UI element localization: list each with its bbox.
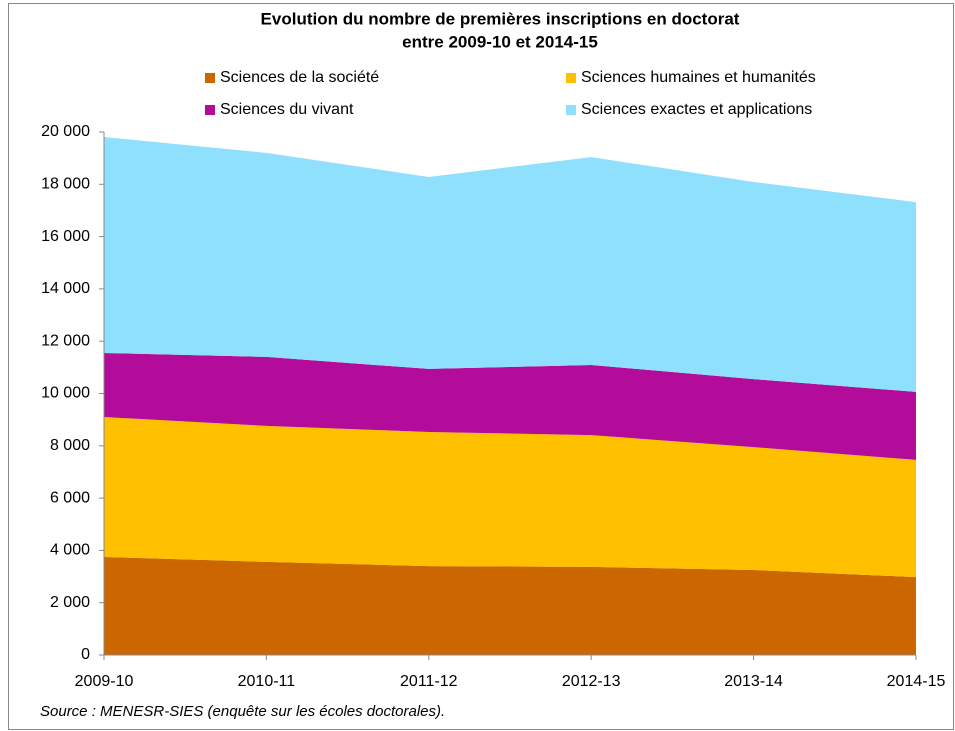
source-note: Source : MENESR-SIES (enquête sur les éc… bbox=[40, 703, 445, 720]
chart-title: Evolution du nombre de premières inscrip… bbox=[261, 9, 740, 28]
y-tick-label: 14 000 bbox=[41, 280, 90, 297]
x-tick-label: 2014-15 bbox=[887, 673, 946, 690]
legend-swatch bbox=[566, 105, 576, 115]
x-tick-label: 2011-12 bbox=[400, 673, 458, 690]
area bbox=[104, 556, 916, 655]
area bbox=[104, 136, 916, 392]
area bbox=[104, 352, 916, 460]
y-tick-label: 8 000 bbox=[50, 437, 90, 454]
legend-label: Sciences du vivant bbox=[220, 101, 354, 118]
chart-title: entre 2009-10 et 2014-15 bbox=[402, 32, 598, 51]
chart-border bbox=[8, 3, 954, 730]
area bbox=[104, 417, 916, 578]
y-tick-label: 0 bbox=[81, 646, 90, 663]
y-tick-label: 6 000 bbox=[50, 489, 90, 506]
legend-label: Sciences de la société bbox=[220, 69, 379, 86]
y-tick-label: 20 000 bbox=[41, 123, 90, 140]
y-tick-label: 12 000 bbox=[41, 332, 90, 349]
y-tick-label: 16 000 bbox=[41, 228, 90, 245]
legend-swatch bbox=[205, 105, 215, 115]
legend-label: Sciences humaines et humanités bbox=[581, 69, 816, 86]
x-tick-label: 2010-11 bbox=[238, 673, 296, 690]
y-tick-label: 2 000 bbox=[50, 594, 90, 611]
legend-label: Sciences exactes et applications bbox=[581, 101, 812, 118]
x-tick-label: 2009-10 bbox=[75, 673, 134, 690]
legend-swatch bbox=[566, 73, 576, 83]
x-tick-label: 2012-13 bbox=[562, 673, 621, 690]
x-tick-label: 2013-14 bbox=[724, 673, 783, 690]
y-tick-label: 4 000 bbox=[50, 542, 90, 559]
y-tick-label: 10 000 bbox=[41, 385, 90, 402]
legend-swatch bbox=[205, 73, 215, 83]
y-tick-label: 18 000 bbox=[41, 176, 90, 193]
